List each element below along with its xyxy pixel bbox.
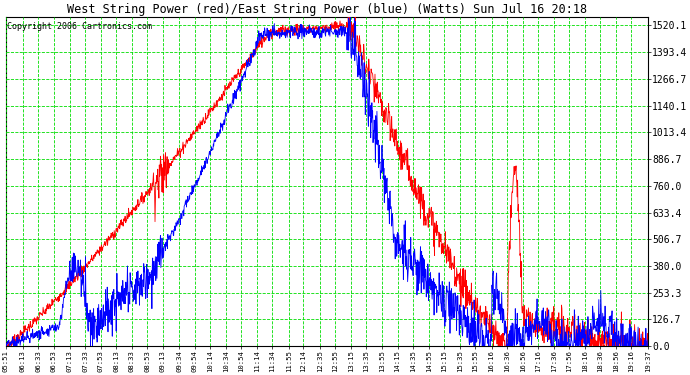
- Title: West String Power (red)/East String Power (blue) (Watts) Sun Jul 16 20:18: West String Power (red)/East String Powe…: [67, 3, 587, 16]
- Text: Copyright 2006 Cartronics.com: Copyright 2006 Cartronics.com: [7, 22, 152, 31]
